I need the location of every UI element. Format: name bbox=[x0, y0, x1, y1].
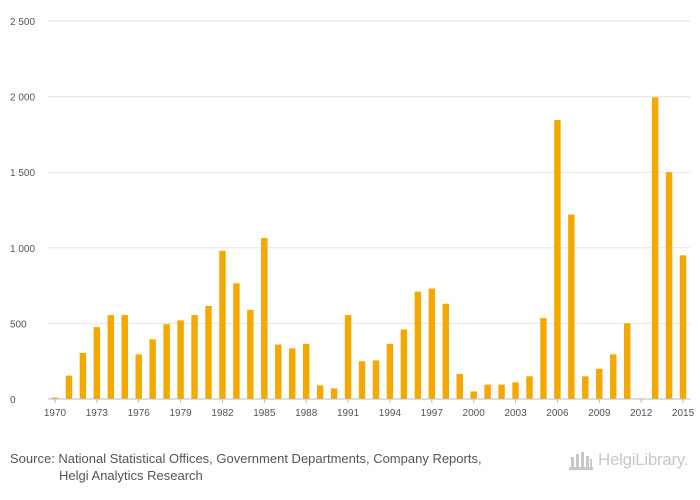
bar-1999[interactable] bbox=[456, 374, 463, 399]
bar-2015[interactable] bbox=[679, 255, 687, 399]
x-tick-label: 1982 bbox=[211, 408, 234, 419]
x-tick-label: 1997 bbox=[421, 408, 444, 419]
y-tick-label: 500 bbox=[10, 319, 27, 330]
bar-1976[interactable] bbox=[135, 354, 142, 399]
gridlines bbox=[48, 20, 690, 324]
bar-1998[interactable] bbox=[442, 303, 449, 399]
bar-1984[interactable] bbox=[247, 309, 254, 399]
brand-name: HelgiLibrary. bbox=[598, 450, 689, 469]
x-tick-label: 2000 bbox=[463, 408, 486, 419]
bar-1996[interactable] bbox=[414, 291, 422, 399]
bar-2000[interactable] bbox=[470, 391, 477, 399]
bar-2009[interactable] bbox=[596, 368, 603, 399]
bar-1973[interactable] bbox=[93, 327, 101, 399]
bar-1992[interactable] bbox=[358, 361, 366, 399]
bar-chart: 1970 1973 1976 1979 1982 1985 1988 1991 1994 1997… bbox=[10, 17, 695, 419]
library-building-icon bbox=[569, 452, 593, 470]
bar-1972[interactable] bbox=[79, 352, 87, 399]
bar-1990[interactable] bbox=[330, 388, 338, 399]
x-tick-label: 2003 bbox=[504, 408, 527, 419]
bar-1997[interactable] bbox=[428, 288, 436, 399]
bar-1980[interactable] bbox=[191, 315, 198, 399]
bar-2005[interactable] bbox=[540, 318, 547, 399]
source-line-2: Helgi Analytics Research bbox=[59, 468, 203, 483]
source-line-1: Source: National Statistical Offices, Go… bbox=[10, 451, 482, 466]
x-tick-label: 1988 bbox=[295, 408, 318, 419]
x-tick-label: 2012 bbox=[630, 408, 653, 419]
y-tick-label: 2 500 bbox=[10, 17, 35, 28]
x-tick-label: 2006 bbox=[546, 408, 569, 419]
x-tick-label: 1994 bbox=[379, 408, 402, 419]
bar-1979[interactable] bbox=[177, 320, 184, 399]
bar-1974[interactable] bbox=[107, 315, 115, 399]
y-tick-label: 1 500 bbox=[10, 168, 35, 179]
bar-1975[interactable] bbox=[121, 315, 128, 399]
bar-1983[interactable] bbox=[233, 283, 240, 399]
bar-1991[interactable] bbox=[344, 315, 352, 399]
bar-2014[interactable] bbox=[665, 172, 673, 399]
x-tick-label: 1979 bbox=[169, 408, 192, 419]
helgi-library-logo: HelgiLibrary. bbox=[568, 448, 689, 472]
bar-1995[interactable] bbox=[400, 329, 408, 399]
bar-1981[interactable] bbox=[205, 306, 212, 399]
x-tick-label: 1970 bbox=[44, 408, 67, 419]
bar-2010[interactable] bbox=[610, 354, 617, 399]
bar-1988[interactable] bbox=[302, 343, 310, 399]
y-tick-label: 0 bbox=[10, 395, 16, 406]
bar-2006[interactable] bbox=[554, 120, 561, 399]
bar-1982[interactable] bbox=[219, 250, 226, 399]
x-tick-label: 1985 bbox=[253, 408, 276, 419]
bar-2001[interactable] bbox=[484, 384, 491, 399]
x-tick-label: 1991 bbox=[337, 408, 360, 419]
bar-1978[interactable] bbox=[163, 324, 170, 399]
bar-2008[interactable] bbox=[582, 376, 589, 399]
bars bbox=[51, 97, 687, 400]
bar-1987[interactable] bbox=[289, 348, 296, 399]
bar-1993[interactable] bbox=[372, 360, 380, 399]
y-axis-labels: 0 500 1 000 1 500 2 000 2 500 bbox=[10, 17, 35, 406]
bar-1985[interactable] bbox=[261, 237, 268, 399]
bar-1977[interactable] bbox=[149, 339, 156, 399]
source-note: Source: National Statistical Offices, Go… bbox=[10, 450, 482, 484]
bar-1994[interactable] bbox=[386, 343, 394, 399]
x-tick-label: 2009 bbox=[588, 408, 611, 419]
x-tick-label: 1976 bbox=[128, 408, 151, 419]
bar-2002[interactable] bbox=[498, 384, 505, 399]
bar-1989[interactable] bbox=[316, 385, 324, 399]
bar-1971[interactable] bbox=[65, 375, 73, 399]
bar-2004[interactable] bbox=[526, 376, 533, 399]
x-tick-label: 1973 bbox=[86, 408, 109, 419]
bar-2003[interactable] bbox=[512, 382, 519, 399]
y-tick-label: 1 000 bbox=[10, 244, 35, 255]
bar-1986[interactable] bbox=[275, 344, 282, 399]
x-axis-ticks: 1970 1973 1976 1979 1982 1985 1988 1991 1994 1997… bbox=[44, 399, 695, 419]
bar-2007[interactable] bbox=[568, 214, 575, 399]
bar-2013[interactable] bbox=[651, 97, 659, 400]
x-tick-label: 2015 bbox=[672, 408, 695, 419]
bar-1970[interactable] bbox=[51, 397, 59, 399]
y-tick-label: 2 000 bbox=[10, 93, 35, 104]
bar-2011[interactable] bbox=[623, 323, 631, 399]
